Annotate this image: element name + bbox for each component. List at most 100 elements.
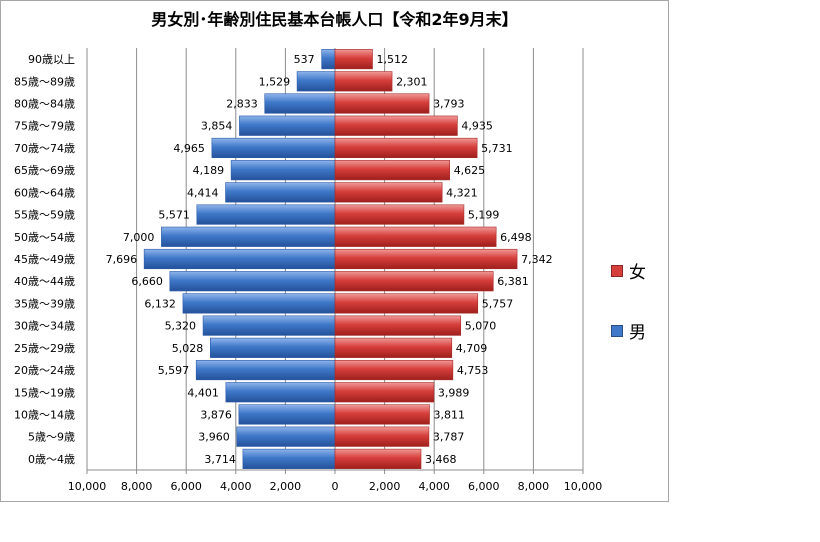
data-label-male: 4,189 [193,164,225,177]
category-label: 5歳～9歳 [28,431,75,444]
x-tick-label: 0 [332,480,339,493]
category-label: 55歳～59歳 [14,209,75,222]
category-label: 75歳～79歳 [14,120,75,133]
chart-title: 男女別･年齢別住民基本台帳人口【令和2年9月末】 [151,10,518,29]
data-label-male: 3,854 [201,120,233,133]
x-tick-label: 4,000 [418,480,450,493]
data-label-male: 3,876 [200,408,232,421]
data-label-female: 3,787 [433,431,465,444]
category-label: 20歳～24歳 [14,364,75,377]
x-tick-label: 2,000 [270,480,302,493]
pyramid-chart: 10,000 8,000 6,000 4,000 2,000 0 2,000 4,000 6,0… [14,48,603,493]
legend-swatch-male [611,324,623,337]
data-label-male: 3,714 [204,453,236,466]
category-label: 90歳以上 [28,53,75,66]
data-label-female: 7,342 [521,253,553,266]
bar-female [334,359,454,381]
bar-male [202,315,336,336]
data-label-male: 5,571 [158,209,190,222]
data-label-male: 4,401 [187,386,219,399]
bar-male [296,71,336,92]
x-tick-label: 2,000 [369,480,401,493]
category-label: 50歳～54歳 [14,231,75,244]
data-label-male: 5,320 [165,320,197,333]
data-label-male: 5,028 [172,342,204,355]
data-label-female: 6,381 [497,275,528,288]
bar-female [334,448,422,469]
bar-male [169,271,336,292]
data-label-female: 2,301 [396,75,428,88]
data-label-male: 5,597 [158,364,190,377]
bar-male [230,160,336,181]
data-label-female: 3,811 [434,408,466,421]
bar-female [334,404,430,425]
category-label: 65歳～69歳 [14,164,75,177]
bar-male [321,49,336,70]
bar-female [334,137,478,159]
data-label-female: 5,757 [482,297,513,310]
bar-female [334,337,453,358]
data-label-female: 1,512 [376,53,408,66]
x-tick-label: 10,000 [564,480,603,493]
legend-label-female: 女 [629,263,646,283]
bar-female [334,182,443,203]
x-tick-label: 10,000 [68,480,107,493]
data-label-male: 6,660 [131,275,163,288]
data-label-female: 4,709 [456,342,488,355]
data-label-male: 7,696 [106,253,138,266]
legend-label-male: 男 [629,323,646,343]
data-label-female: 3,468 [425,453,457,466]
category-label: 40歳～44歳 [14,275,75,288]
bar-male [225,382,336,403]
category-label: 85歳～89歳 [14,75,75,88]
bar-female [334,315,462,336]
x-tick-label: 4,000 [220,480,252,493]
category-label: 80歳～84歳 [14,98,75,111]
data-label-male: 7,000 [123,231,155,244]
data-label-female: 5,199 [468,209,500,222]
bar-male [195,359,336,381]
bar-female [334,426,430,447]
data-label-female: 3,989 [438,386,470,399]
legend-item-female: 女 [611,258,646,283]
bar-male [143,248,336,270]
data-label-female: 5,070 [465,320,497,333]
category-label: 0歳～4歳 [28,453,75,466]
category-label: 70歳～74歳 [14,142,75,155]
x-tick-label: 8,000 [518,480,550,493]
bar-male [161,226,336,247]
bar-male [210,337,336,358]
data-label-male: 2,833 [226,98,258,111]
bar-female [334,293,479,314]
category-label: 60歳～64歳 [14,186,75,199]
category-label: 10歳～14歳 [14,408,75,421]
bar-female [334,49,373,70]
x-tick-label: 6,000 [170,480,202,493]
bar-female [334,93,430,114]
bar-male [196,204,336,225]
bar-male [238,404,336,425]
data-label-female: 4,321 [446,186,478,199]
bar-male [236,426,336,447]
category-label: 25歳～29歳 [14,342,75,355]
x-tick-label: 6,000 [468,480,500,493]
data-label-male: 4,414 [187,186,219,199]
bar-male [239,115,336,136]
legend-item-male: 男 [611,318,646,343]
data-label-female: 5,731 [481,142,512,155]
bar-female [334,226,497,247]
category-label: 45歳～49歳 [14,253,75,266]
data-label-female: 6,498 [500,231,532,244]
category-label: 30歳～34歳 [14,320,75,333]
data-label-male: 1,529 [259,75,291,88]
bar-female [334,115,458,136]
bar-female [334,382,435,403]
bar-male [182,293,336,314]
bar-male [225,182,336,203]
bar-female [334,204,465,225]
x-tick-label: 8,000 [121,480,153,493]
bar-male [211,137,336,159]
data-label-female: 4,935 [461,120,493,133]
bar-male [242,448,336,469]
data-label-female: 4,625 [454,164,486,177]
